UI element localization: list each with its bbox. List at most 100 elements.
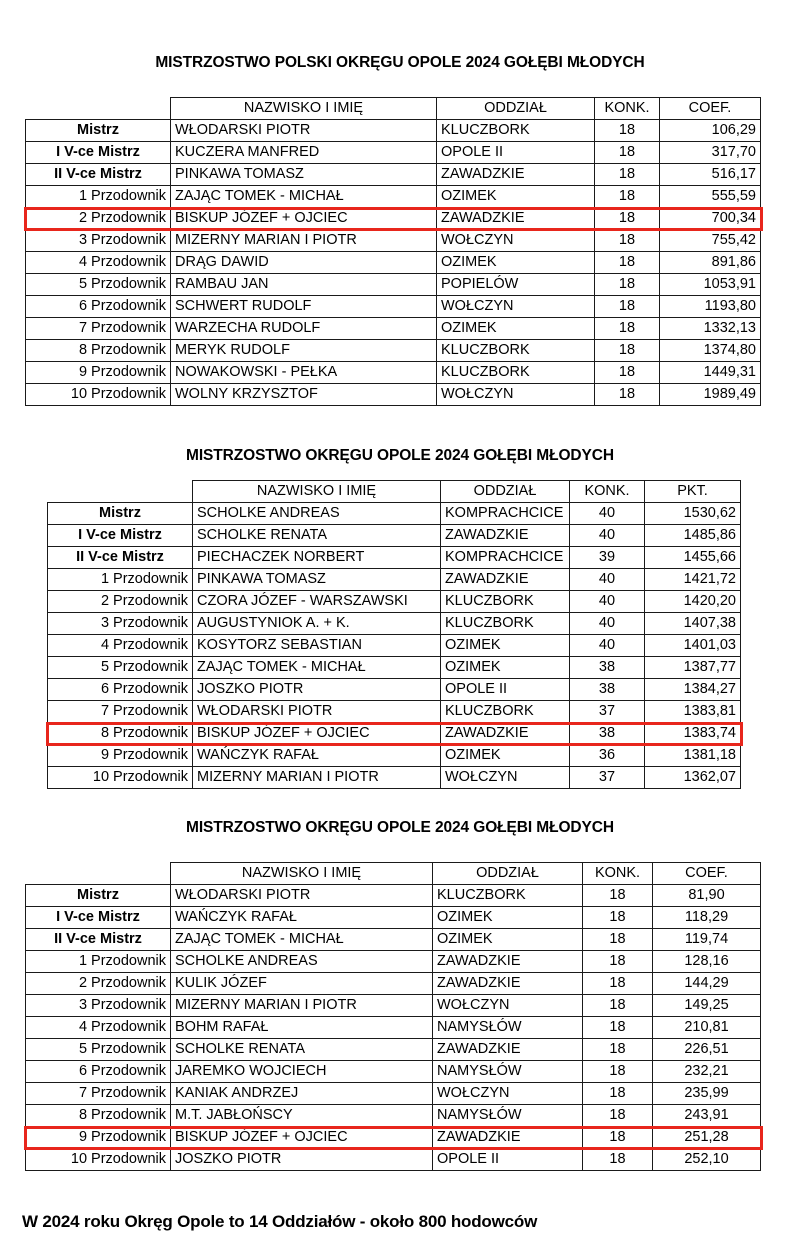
cell-name: WOLNY KRZYSZTOF xyxy=(170,383,437,406)
cell-name: KUCZERA MANFRED xyxy=(170,141,437,164)
cell-club: ZAWADZKIE xyxy=(436,163,595,186)
cell-rank: 7 Przodownik xyxy=(25,317,171,340)
cell-rank: 8 Przodownik xyxy=(47,722,193,745)
cell-value: 755,42 xyxy=(659,229,761,252)
section-title-2: MISTRZOSTWO OKRĘGU OPOLE 2024 GOŁĘBI MŁO… xyxy=(186,447,614,464)
table-row: 1 Przodownik PINKAWA TOMASZ ZAWADZKIE 40 142… xyxy=(47,568,741,591)
cell-rank: II V-ce Mistrz xyxy=(25,928,171,951)
cell-konk: 18 xyxy=(582,1148,653,1171)
cell-konk: 18 xyxy=(582,1126,653,1149)
table-row: 3 Przodownik MIZERNY MARIAN I PIOTR WOŁCZY… xyxy=(25,229,761,252)
cell-konk: 18 xyxy=(594,229,660,252)
column-header-blank xyxy=(26,98,171,120)
cell-konk: 18 xyxy=(594,251,660,274)
cell-club: WOŁCZYN xyxy=(436,229,595,252)
table-row: 7 Przodownik WARZECHA RUDOLF OZIMEK 18 1332,… xyxy=(25,317,761,340)
cell-value: 226,51 xyxy=(652,1038,761,1061)
table-row: 10 Przodownik WOLNY KRZYSZTOF WOŁCZYN 18 198… xyxy=(25,383,761,406)
cell-name: DRĄG DAWID xyxy=(170,251,437,274)
cell-konk: 38 xyxy=(569,678,645,701)
cell-name: KULIK JÓZEF xyxy=(170,972,433,995)
cell-rank: 9 Przodownik xyxy=(25,361,171,384)
cell-club: WOŁCZYN xyxy=(432,1082,583,1105)
footer-note: W 2024 roku Okręg Opole to 14 Oddziałów … xyxy=(22,1212,538,1231)
cell-rank: 2 Przodownik xyxy=(25,972,171,995)
cell-club: OZIMEK xyxy=(436,185,595,208)
section-title-1: MISTRZOSTWO POLSKI OKRĘGU OPOLE 2024 GOŁ… xyxy=(155,54,645,71)
cell-value: 106,29 xyxy=(659,119,761,142)
cell-name: ZAJĄC TOMEK - MICHAŁ xyxy=(170,185,437,208)
table-header-row: NAZWISKO I IMIĘ ODDZIAŁ KONK. COEF. xyxy=(26,862,761,885)
cell-club: ZAWADZKIE xyxy=(440,524,570,547)
cell-name: BISKUP JÓZEF + OJCIEC xyxy=(192,722,441,745)
cell-konk: 18 xyxy=(594,207,660,230)
cell-rank: Mistrz xyxy=(47,502,193,525)
table-row: I V-ce Mistrz SCHOLKE RENATA ZAWADZKIE 40 14… xyxy=(47,524,741,547)
cell-name: AUGUSTYNIOK A. + K. xyxy=(192,612,441,635)
cell-value: 210,81 xyxy=(652,1016,761,1039)
cell-konk: 39 xyxy=(569,546,645,569)
table-row: I V-ce Mistrz KUCZERA MANFRED OPOLE II 18 31… xyxy=(25,141,761,164)
cell-value: 243,91 xyxy=(652,1104,761,1127)
cell-name: SCHOLKE RENATA xyxy=(192,524,441,547)
cell-club: OZIMEK xyxy=(436,251,595,274)
cell-value: 1407,38 xyxy=(644,612,741,635)
cell-rank: Mistrz xyxy=(25,119,171,142)
cell-value: 128,16 xyxy=(652,950,761,973)
cell-name: NOWAKOWSKI - PEŁKA xyxy=(170,361,437,384)
table-row: 9 Przodownik BISKUP JÓZEF + OJCIEC ZAWADZK… xyxy=(25,1126,761,1149)
cell-club: OZIMEK xyxy=(440,744,570,767)
cell-name: MIZERNY MARIAN I PIOTR xyxy=(192,766,441,789)
cell-konk: 40 xyxy=(569,590,645,613)
cell-konk: 18 xyxy=(582,972,653,995)
table-row: 1 Przodownik ZAJĄC TOMEK - MICHAŁ OZIMEK 18… xyxy=(25,185,761,208)
cell-konk: 36 xyxy=(569,744,645,767)
cell-value: 1374,80 xyxy=(659,339,761,362)
ranking-table-3: NAZWISKO I IMIĘ ODDZIAŁ KONK. COEF. Mistrz WŁ… xyxy=(25,862,761,1171)
cell-rank: 1 Przodownik xyxy=(25,185,171,208)
table-row: 6 Przodownik JAREMKO WOJCIECH NAMYSŁÓW 18 23… xyxy=(25,1060,761,1083)
cell-konk: 18 xyxy=(582,928,653,951)
table-row: 7 Przodownik KANIAK ANDRZEJ WOŁCZYN 18 235,9… xyxy=(25,1082,761,1105)
cell-club: KOMPRACHCICE xyxy=(440,502,570,525)
table-row: 5 Przodownik ZAJĄC TOMEK - MICHAŁ OZIMEK 38… xyxy=(47,656,741,679)
cell-name: SCHOLKE ANDREAS xyxy=(170,950,433,973)
cell-name: SCHOLKE ANDREAS xyxy=(192,502,441,525)
cell-name: PINKAWA TOMASZ xyxy=(170,163,437,186)
cell-club: OZIMEK xyxy=(440,634,570,657)
cell-konk: 18 xyxy=(582,994,653,1017)
ranking-table-2-wrapper: NAZWISKO I IMIĘ ODDZIAŁ KONK. PKT. Mistrz SCH… xyxy=(45,480,743,789)
table-header-row: NAZWISKO I IMIĘ ODDZIAŁ KONK. PKT. xyxy=(48,480,741,503)
cell-rank: 2 Przodownik xyxy=(47,590,193,613)
cell-club: OPOLE II xyxy=(432,1148,583,1171)
table-row: 4 Przodownik DRĄG DAWID OZIMEK 18 891,86 xyxy=(25,251,761,274)
cell-rank: 5 Przodownik xyxy=(47,656,193,679)
cell-konk: 37 xyxy=(569,766,645,789)
cell-rank: 10 Przodownik xyxy=(47,766,193,789)
cell-rank: I V-ce Mistrz xyxy=(47,524,193,547)
table-row: 5 Przodownik SCHOLKE RENATA ZAWADZKIE 18 226… xyxy=(25,1038,761,1061)
cell-club: OZIMEK xyxy=(436,317,595,340)
cell-konk: 18 xyxy=(594,141,660,164)
table-row: 4 Przodownik BOHM RAFAŁ NAMYSŁÓW 18 210,81 xyxy=(25,1016,761,1039)
cell-club: OZIMEK xyxy=(432,928,583,951)
column-header-4: PKT. xyxy=(644,480,741,503)
cell-konk: 38 xyxy=(569,656,645,679)
cell-rank: 6 Przodownik xyxy=(47,678,193,701)
cell-konk: 18 xyxy=(594,339,660,362)
cell-value: 1053,91 xyxy=(659,273,761,296)
column-header-4: COEF. xyxy=(659,97,761,120)
table-row: 2 Przodownik KULIK JÓZEF ZAWADZKIE 18 144,29 xyxy=(25,972,761,995)
cell-club: WOŁCZYN xyxy=(436,295,595,318)
cell-value: 1449,31 xyxy=(659,361,761,384)
cell-value: 1383,74 xyxy=(644,722,741,745)
cell-rank: I V-ce Mistrz xyxy=(25,141,171,164)
table-header-row: NAZWISKO I IMIĘ ODDZIAŁ KONK. COEF. xyxy=(26,97,761,120)
table-row: 8 Przodownik M.T. JABŁOŃSCY NAMYSŁÓW 18 243,… xyxy=(25,1104,761,1127)
cell-value: 1384,27 xyxy=(644,678,741,701)
cell-rank: 9 Przodownik xyxy=(25,1126,171,1149)
table-row: I V-ce Mistrz WAŃCZYK RAFAŁ OZIMEK 18 118,29 xyxy=(25,906,761,929)
cell-value: 1485,86 xyxy=(644,524,741,547)
cell-name: JOSZKO PIOTR xyxy=(170,1148,433,1171)
cell-konk: 18 xyxy=(594,295,660,318)
